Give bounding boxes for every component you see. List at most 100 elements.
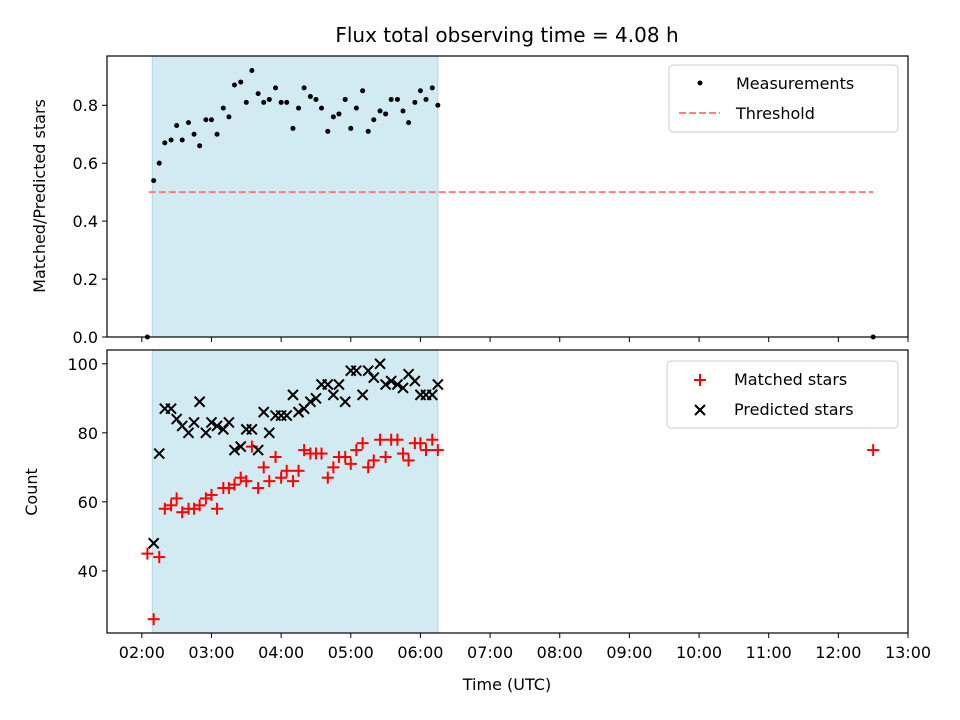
measurement-point [208, 117, 214, 123]
measurement-point [273, 85, 279, 91]
predicted-star-point [153, 447, 165, 460]
bottom-legend-box [666, 360, 899, 429]
predicted-star-point [182, 427, 195, 439]
measurement-point [243, 99, 249, 105]
bottom-legend: Matched stars Predicted stars [666, 360, 899, 429]
predicted-star-point [432, 378, 444, 391]
matched-star-point [158, 502, 171, 515]
matched-star-point [420, 444, 433, 457]
measurement-point [151, 178, 157, 184]
matched-star-point [228, 478, 241, 491]
xtick-label: 10:00 [676, 643, 722, 662]
matched-star-point [170, 492, 183, 505]
predicted-star-point [397, 382, 409, 394]
matched-star-point [286, 475, 299, 488]
measurement-point [348, 125, 354, 131]
predicted-star-point [235, 440, 247, 453]
measurement-point [435, 102, 441, 108]
measurement-point [220, 105, 226, 111]
legend-predicted-marker [694, 404, 706, 416]
measurement-point [191, 131, 197, 137]
predicted-star-point [258, 406, 270, 418]
top-observing-span [151, 55, 439, 338]
measurement-point [307, 94, 313, 100]
top-panel: 0.00.20.40.60.8 Matched/Predicted stars … [30, 55, 909, 347]
measurement-point [406, 120, 412, 126]
predicted-star-point [350, 365, 363, 377]
bottom-ytick-label: 80 [78, 424, 98, 443]
bottom-ytick-label: 60 [78, 493, 98, 512]
predicted-star-point [322, 378, 334, 391]
predicted-star-point [356, 389, 369, 401]
measurement-point [365, 128, 371, 134]
measurement-point [296, 105, 302, 111]
measurement-point [429, 85, 435, 91]
predicted-star-point [379, 378, 392, 391]
predicted-star-point [304, 396, 317, 408]
legend-matched-label: Matched stars [734, 370, 847, 389]
predicted-star-point [333, 378, 345, 391]
matched-star-point [356, 437, 369, 450]
measurement-point [377, 108, 383, 114]
xtick-label: 03:00 [188, 643, 234, 662]
measurement-point [417, 88, 423, 94]
measurement-point [255, 91, 261, 97]
matched-star-point [321, 471, 334, 484]
bottom-ytick-label: 40 [78, 562, 98, 581]
top-ytick-label: 0.6 [73, 154, 98, 173]
matched-star-point [176, 506, 189, 519]
bottom-y-axis-label: Count [22, 468, 41, 516]
predicted-star-point [292, 406, 305, 418]
measurement-point [249, 67, 255, 73]
top-ytick-label: 0.4 [73, 212, 98, 231]
predicted-star-point [246, 423, 258, 436]
predicted-star-point [147, 537, 160, 549]
predicted-star-point [426, 389, 438, 401]
bottom-ytick-label: 100 [67, 355, 98, 374]
bottom-panel: 40 60 80 100 02:00 03:00 04:00 05:00 06:00 07:00… [22, 349, 931, 694]
predicted-star-point [287, 389, 299, 401]
matched-star-point [275, 471, 288, 484]
matched-star-point [431, 444, 444, 457]
xtick-label: 06:00 [397, 643, 443, 662]
predicted-star-point [310, 392, 322, 405]
matched-star-point [165, 499, 178, 512]
matched-star-point [327, 461, 340, 474]
measurement-point [156, 160, 162, 166]
predicted-star-point [205, 416, 218, 429]
measurement-point [330, 114, 336, 120]
measurement-point [301, 85, 307, 91]
top-legend-box [668, 64, 899, 133]
predicted-star-point [327, 389, 340, 401]
matched-star-point [391, 433, 404, 446]
matched-star-point [298, 444, 311, 457]
top-ytick-label: 0.2 [73, 270, 98, 289]
measurement-point [214, 131, 220, 137]
matched-star-point [362, 461, 375, 474]
measurement-point [388, 96, 394, 102]
predicted-star-point [200, 427, 212, 439]
matched-star-point [257, 461, 270, 474]
predicted-star-point [409, 375, 421, 387]
matched-star-point [344, 457, 357, 470]
matched-star-point [867, 444, 880, 457]
measurement-point [266, 96, 272, 102]
predicted-star-point [368, 371, 380, 384]
measurement-point [325, 128, 331, 134]
matched-star-point [426, 433, 439, 446]
xtick-label: 09:00 [606, 643, 652, 662]
measurement-point [412, 99, 418, 105]
measurement-point [336, 111, 342, 117]
measurement-point [226, 114, 232, 120]
xtick-label: 12:00 [815, 643, 861, 662]
bottom-plot-frame [106, 349, 909, 634]
predicted-star-point [193, 396, 206, 408]
top-legend: Measurements Threshold [668, 64, 899, 133]
measurement-point [383, 111, 389, 117]
legend-predicted-label: Predicted stars [734, 400, 854, 419]
matched-star-point [263, 475, 276, 488]
predicted-star-point [165, 402, 177, 415]
measurement-point [423, 96, 429, 102]
legend-measurements-label: Measurements [736, 74, 854, 93]
measurement-point [342, 96, 348, 102]
